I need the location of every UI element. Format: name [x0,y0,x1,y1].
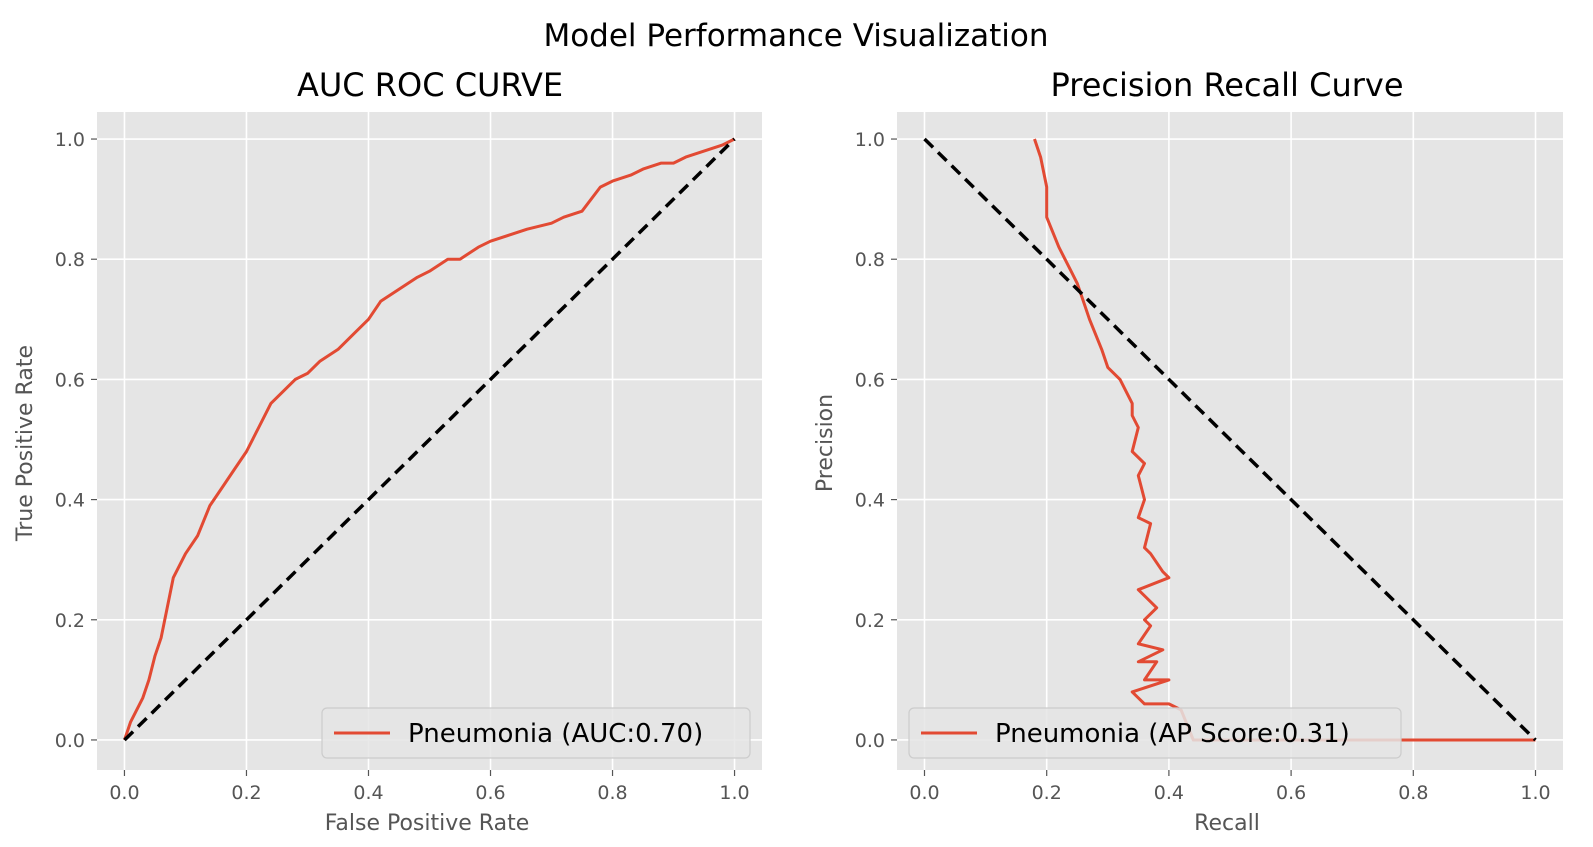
roc-legend: Pneumonia (AUC:0.70) [321,707,751,759]
roc-x-tick-label: 0.0 [109,782,139,804]
pr-y-tick-label: 0.0 [855,730,885,752]
pr-x-tick-label: 0.0 [909,782,939,804]
pr-x-tick-label: 0.2 [1032,782,1062,804]
roc-x-tick-label: 0.2 [231,782,261,804]
roc-y-tick-label: 0.6 [55,369,85,391]
roc-plot-layer: 0.0 0.2 0.4 0.6 0.8 1.0 0.0 0.2 0.4 0.6 0.8 1.0 Pneu… [55,112,762,804]
pr-legend-label: Pneumonia (AP Score:0.31) [995,719,1350,749]
roc-y-tick-label: 0.4 [55,490,85,512]
pr-legend: Pneumonia (AP Score:0.31) [908,707,1402,759]
roc-title: AUC ROC CURVE [297,66,563,104]
pr-plot-layer: 0.0 0.2 0.4 0.6 0.8 1.0 0.0 0.2 0.4 0.6 0.8 1.0 Pneu… [855,112,1563,804]
roc-x-tick-label: 0.8 [597,782,627,804]
roc-x-tick-label: 0.4 [353,782,383,804]
pr-x-tick-label: 1.0 [1520,782,1550,804]
roc-y-tick-label: 0.2 [55,610,85,632]
roc-legend-label: Pneumonia (AUC:0.70) [408,719,703,749]
pr-x-tick-label: 0.4 [1154,782,1184,804]
roc-legend-frame [321,707,751,759]
pr-y-tick-label: 0.8 [855,249,885,271]
pr-y-tick-label: 0.4 [855,490,885,512]
roc-y-tick-label: 1.0 [55,129,85,151]
pr-x-tick-label: 0.8 [1398,782,1428,804]
pr-y-tick-label: 1.0 [855,129,885,151]
roc-curve [123,137,736,741]
roc-reference-line [123,137,736,742]
roc-y-axis-label: True Positive Rate [13,345,38,542]
pr-x-tick-label: 0.6 [1276,782,1306,804]
pr-y-tick-label: 0.6 [855,369,885,391]
pr-y-tick-label: 0.2 [855,610,885,632]
pr-legend-frame [908,707,1402,759]
roc-x-axis-label: False Positive Rate [325,811,529,836]
figure-suptitle: Model Performance Visualization [543,18,1048,54]
pr-x-axis-label: Recall [1194,811,1260,836]
pr-y-axis-label: Precision [813,394,838,492]
roc-x-tick-label: 1.0 [719,782,749,804]
pr-curve [1033,138,1536,742]
roc-x-tick-label: 0.6 [475,782,505,804]
roc-y-tick-label: 0.8 [55,249,85,271]
pr-reference-line [923,137,1537,742]
roc-panel: 0.0 0.2 0.4 0.6 0.8 1.0 0.0 0.2 0.4 0.6 0.8 1.0 Pneu… [13,66,762,836]
roc-y-tick-label: 0.0 [55,730,85,752]
pr-title: Precision Recall Curve [1051,66,1404,104]
pr-panel: 0.0 0.2 0.4 0.6 0.8 1.0 0.0 0.2 0.4 0.6 0.8 1.0 Pneu… [813,66,1563,836]
